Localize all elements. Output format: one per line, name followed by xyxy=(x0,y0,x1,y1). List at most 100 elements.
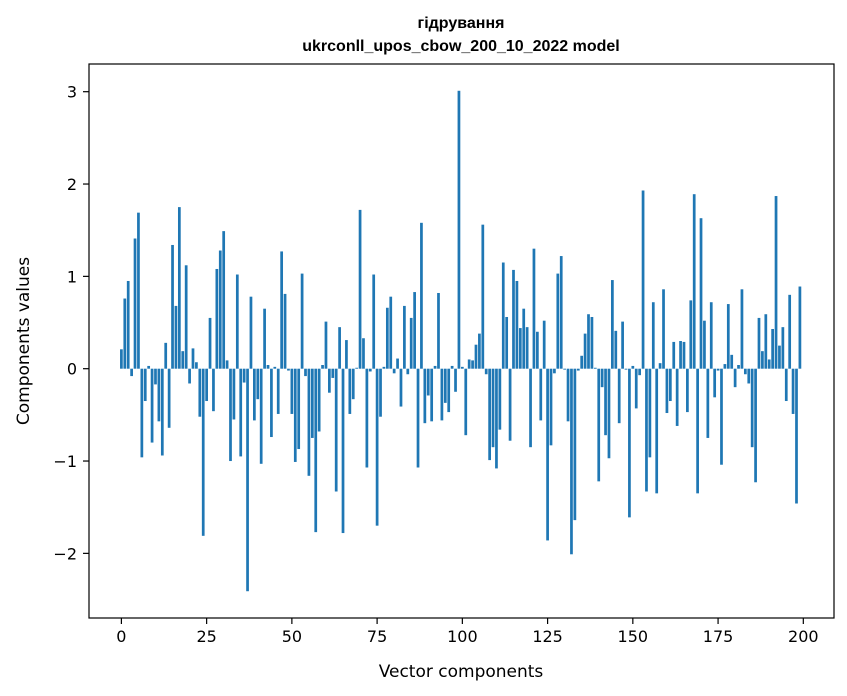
bar-component-108 xyxy=(488,368,491,461)
bar-component-170 xyxy=(699,218,703,369)
bar-component-43 xyxy=(266,365,270,369)
bar-component-28 xyxy=(215,268,219,369)
bar-component-190 xyxy=(767,359,771,369)
bar-component-133 xyxy=(573,368,577,521)
bar-component-195 xyxy=(784,368,788,402)
bar-component-176 xyxy=(720,368,723,465)
chart-title: гідрування xyxy=(418,15,505,32)
bar-component-175 xyxy=(716,368,720,371)
bar-component-46 xyxy=(276,368,280,414)
bar-component-2 xyxy=(126,280,130,369)
bar-component-166 xyxy=(686,368,689,413)
bar-component-22 xyxy=(195,362,198,369)
bar-component-88 xyxy=(420,222,423,369)
bar-component-173 xyxy=(709,302,713,369)
bar-component-49 xyxy=(287,368,290,371)
x-tick-label: 50 xyxy=(282,627,302,646)
bar-component-159 xyxy=(662,289,665,369)
bar-component-29 xyxy=(218,250,222,369)
bar-component-80 xyxy=(392,368,396,374)
bar-component-38 xyxy=(249,296,253,369)
bar-component-99 xyxy=(457,90,461,369)
bar-component-124 xyxy=(542,320,546,369)
bar-component-149 xyxy=(628,368,631,518)
bar-component-14 xyxy=(167,368,171,428)
bar-component-156 xyxy=(651,302,655,369)
plot-frame xyxy=(88,63,835,619)
bar-component-13 xyxy=(164,342,168,369)
bar-component-185 xyxy=(750,368,754,448)
bar-component-177 xyxy=(723,364,727,369)
bar-component-121 xyxy=(532,248,536,369)
bar-component-154 xyxy=(645,368,648,492)
bar-component-19 xyxy=(184,265,188,369)
bar-component-193 xyxy=(778,345,781,369)
bar-component-93 xyxy=(437,292,440,369)
bar-component-41 xyxy=(259,368,263,464)
bar-component-37 xyxy=(246,368,249,592)
bar-component-150 xyxy=(631,365,635,369)
bar-component-56 xyxy=(310,368,314,438)
bar-component-164 xyxy=(679,341,682,369)
bar-component-117 xyxy=(518,328,522,369)
bar-component-81 xyxy=(396,358,399,369)
bar-component-83 xyxy=(403,305,406,369)
bar-component-24 xyxy=(201,368,205,536)
bar-component-75 xyxy=(375,368,379,526)
bar-component-155 xyxy=(648,368,652,458)
bar-component-25 xyxy=(205,368,208,402)
bar-component-61 xyxy=(328,368,331,393)
x-axis-label: Vector components xyxy=(379,662,544,682)
bar-component-78 xyxy=(385,307,389,369)
bar-component-113 xyxy=(505,316,509,369)
bar-component-54 xyxy=(304,368,307,377)
bar-component-152 xyxy=(638,368,642,376)
bar-component-139 xyxy=(593,367,597,369)
bar-component-103 xyxy=(471,360,474,369)
x-axis-ticks: 0 25 50 75 100 125 150 175 200 xyxy=(116,618,819,646)
bar-component-165 xyxy=(682,341,686,369)
x-tick-label: 125 xyxy=(532,627,563,646)
bar-component-116 xyxy=(515,280,519,369)
bar-component-18 xyxy=(181,351,185,369)
bar-component-67 xyxy=(348,368,352,414)
bar-component-3 xyxy=(130,368,133,377)
bar-component-174 xyxy=(713,368,717,398)
bar-component-17 xyxy=(177,207,181,369)
bar-component-169 xyxy=(696,368,699,494)
bar-component-167 xyxy=(689,300,693,369)
bar-component-82 xyxy=(399,368,403,407)
bar-component-189 xyxy=(764,314,768,369)
bar-component-39 xyxy=(253,368,256,421)
bar-component-180 xyxy=(733,368,737,388)
bar-component-140 xyxy=(597,368,601,482)
y-axis-ticks: −2 −1 0 1 2 3 xyxy=(53,83,89,563)
chart-subtitle: ukrconll_upos_cbow_200_10_2022 model xyxy=(302,38,619,55)
bar-component-71 xyxy=(362,338,365,369)
bar-component-63 xyxy=(334,368,338,492)
bar-component-94 xyxy=(440,368,444,421)
bar-component-144 xyxy=(611,280,614,369)
bar-component-168 xyxy=(692,194,696,369)
bar-component-10 xyxy=(154,368,157,385)
y-tick-label: 2 xyxy=(67,175,77,194)
x-tick-label: 175 xyxy=(703,627,734,646)
y-axis-label: Components values xyxy=(14,257,34,425)
bar-component-105 xyxy=(478,333,481,369)
bar-component-153 xyxy=(641,190,645,369)
bar-component-97 xyxy=(450,365,454,369)
bar-component-12 xyxy=(160,368,164,456)
bar-component-98 xyxy=(454,368,457,392)
bar-component-178 xyxy=(726,304,730,369)
bar-component-0 xyxy=(120,349,123,369)
bar-component-36 xyxy=(242,368,246,383)
bar-component-59 xyxy=(321,365,324,369)
bar-component-151 xyxy=(634,368,638,409)
bar-component-141 xyxy=(600,368,604,388)
bar-component-114 xyxy=(508,368,512,441)
bar-component-145 xyxy=(614,330,618,369)
bar-component-15 xyxy=(171,244,174,369)
bar-component-62 xyxy=(331,368,335,378)
bar-component-7 xyxy=(143,368,147,402)
